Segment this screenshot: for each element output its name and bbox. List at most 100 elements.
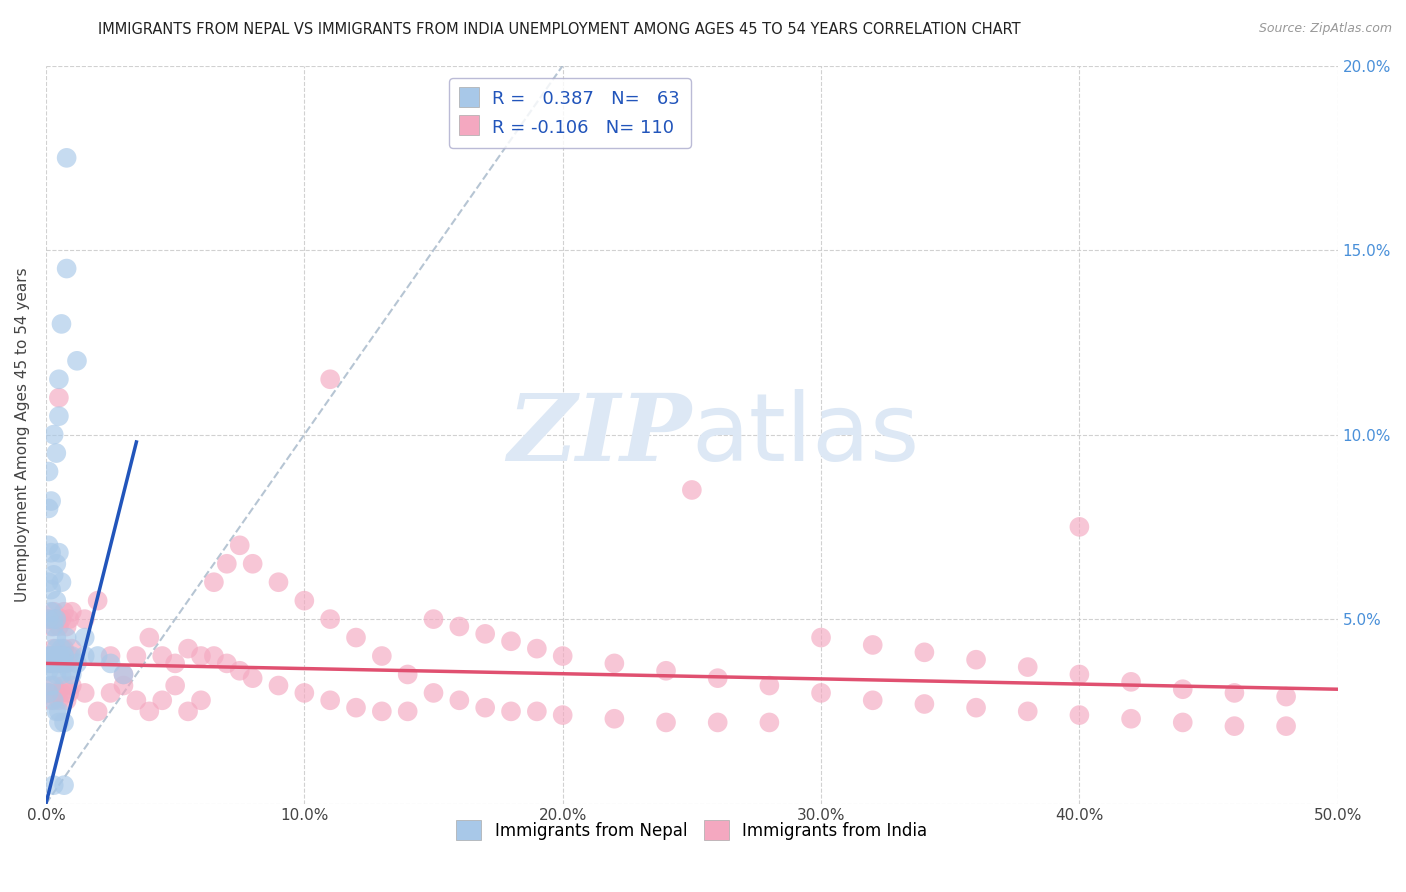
Point [474, 627, 496, 641]
Point [51, 667, 73, 681]
Point [55, 693, 77, 707]
Point [319, 612, 342, 626]
Point [758, 715, 780, 730]
Point [38, 501, 60, 516]
Point [1171, 682, 1194, 697]
Point [39, 546, 62, 560]
Point [48, 657, 70, 671]
Point [45, 648, 67, 663]
Point [60, 641, 83, 656]
Point [38, 657, 60, 671]
Point [42, 778, 65, 792]
Point [53, 778, 76, 792]
Point [39, 605, 62, 619]
Point [242, 557, 264, 571]
Point [292, 686, 315, 700]
Point [474, 700, 496, 714]
Point [42, 567, 65, 582]
Point [100, 648, 122, 663]
Point [66, 657, 89, 671]
Point [45, 593, 67, 607]
Point [603, 657, 626, 671]
Point [86, 648, 108, 663]
Point [45, 557, 67, 571]
Point [42, 605, 65, 619]
Point [267, 679, 290, 693]
Point [55, 619, 77, 633]
Point [499, 704, 522, 718]
Legend: R =   0.387   N=   63, R = -0.106   N= 110: R = 0.387 N= 63, R = -0.106 N= 110 [449, 78, 690, 148]
Point [112, 667, 135, 681]
Point [242, 671, 264, 685]
Point [1069, 520, 1091, 534]
Point [165, 679, 187, 693]
Point [422, 686, 444, 700]
Point [60, 679, 83, 693]
Point [319, 693, 342, 707]
Point [551, 708, 574, 723]
Point [112, 679, 135, 693]
Point [55, 151, 77, 165]
Point [73, 648, 96, 663]
Point [202, 648, 225, 663]
Point [1223, 719, 1246, 733]
Point [229, 664, 252, 678]
Point [229, 538, 252, 552]
Point [86, 593, 108, 607]
Point [48, 648, 70, 663]
Point [526, 704, 548, 718]
Point [60, 667, 83, 681]
Point [1119, 674, 1142, 689]
Point [371, 704, 394, 718]
Point [51, 657, 73, 671]
Point [706, 671, 728, 685]
Point [42, 619, 65, 633]
Point [39, 648, 62, 663]
Point [42, 657, 65, 671]
Point [681, 483, 703, 497]
Point [53, 715, 76, 730]
Point [965, 700, 987, 714]
Point [45, 686, 67, 700]
Point [45, 612, 67, 626]
Point [48, 648, 70, 663]
Point [58, 664, 80, 678]
Point [267, 575, 290, 590]
Point [45, 612, 67, 626]
Point [202, 575, 225, 590]
Point [39, 657, 62, 671]
Point [39, 693, 62, 707]
Point [125, 648, 148, 663]
Point [60, 605, 83, 619]
Point [58, 686, 80, 700]
Point [51, 575, 73, 590]
Point [1119, 712, 1142, 726]
Point [42, 612, 65, 626]
Point [150, 693, 173, 707]
Point [862, 693, 884, 707]
Point [1275, 719, 1298, 733]
Point [53, 679, 76, 693]
Point [48, 409, 70, 424]
Point [51, 648, 73, 663]
Point [39, 582, 62, 597]
Point [706, 715, 728, 730]
Point [48, 546, 70, 560]
Point [53, 648, 76, 663]
Point [39, 494, 62, 508]
Point [603, 712, 626, 726]
Point [45, 446, 67, 460]
Point [1223, 686, 1246, 700]
Point [53, 641, 76, 656]
Point [1069, 667, 1091, 681]
Point [1017, 660, 1039, 674]
Point [51, 317, 73, 331]
Point [73, 686, 96, 700]
Point [38, 664, 60, 678]
Point [371, 648, 394, 663]
Point [758, 679, 780, 693]
Point [55, 261, 77, 276]
Point [655, 664, 678, 678]
Point [655, 715, 678, 730]
Point [66, 353, 89, 368]
